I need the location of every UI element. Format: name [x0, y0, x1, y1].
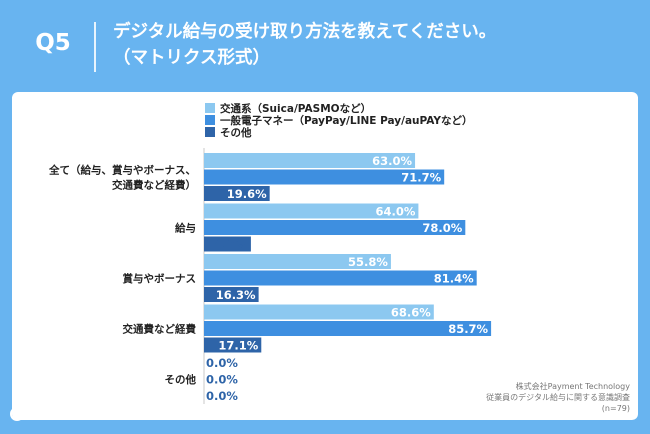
- header-band: Q5 デジタル給与の受け取り方法を教えてください。 （マトリクス形式）: [0, 0, 650, 95]
- value-label-3-2: 81.4%: [434, 272, 474, 286]
- bar-chart: 交通系（Suica/PASMOなど）一般電子マネー（PayPay/LINE Pa…: [48, 102, 631, 413]
- value-label-2-2: 78.0%: [422, 221, 462, 235]
- category-label-5: その他: [165, 373, 197, 386]
- category-label-4: 交通費など経費: [123, 323, 197, 336]
- brand-logo: リサピー: [10, 405, 83, 425]
- value-label-3-3: 16.3%: [216, 288, 256, 302]
- legend-swatch-1: [205, 103, 215, 113]
- legend-label-2: 一般電子マネー（PayPay/LINE Pay/auPAYなど）: [220, 114, 472, 127]
- question-title-line2: （マトリクス形式）: [113, 48, 270, 68]
- bar-4-1: [204, 304, 434, 320]
- value-label-1-3: 19.6%: [227, 187, 267, 201]
- question-title-line1: デジタル給与の受け取り方法を教えてください。: [113, 22, 497, 42]
- legend-swatch-3: [205, 127, 215, 137]
- value-label-5-1: 0.0%: [206, 356, 238, 370]
- source-note-line2: 従業員のデジタル給与に関する意識調査: [486, 392, 630, 402]
- category-label-1-line2: 交通費など経費）: [112, 179, 196, 192]
- value-label-2-3: 14.0%: [206, 238, 246, 252]
- value-label-2-1: 64.0%: [375, 205, 415, 219]
- bar-1-2: [204, 169, 445, 185]
- legend-swatch-2: [205, 115, 215, 125]
- bar-4-2: [204, 321, 492, 336]
- header-divider: [94, 22, 96, 72]
- bar-2-3: [204, 236, 251, 252]
- brand-logo-text: リサピー: [27, 407, 83, 423]
- bar-3-1: [204, 254, 391, 269]
- question-number: Q5: [35, 30, 71, 56]
- category-label-1-line1: 全て（給与、賞与やボーナス、: [48, 164, 196, 177]
- source-note-line1: 株式会社Payment Technology: [516, 381, 631, 391]
- value-label-4-1: 68.6%: [391, 306, 431, 320]
- bar-3-3: [204, 287, 259, 302]
- category-label-2: 給与: [175, 222, 196, 235]
- category-label-3: 賞与やボーナス: [123, 272, 197, 285]
- value-label-3-1: 55.8%: [348, 255, 388, 269]
- bar-3-2: [204, 270, 477, 286]
- legend-label-3: その他: [220, 126, 252, 139]
- legend-label-1: 交通系（Suica/PASMOなど）: [220, 102, 371, 115]
- value-label-5-2: 0.0%: [206, 373, 238, 387]
- value-label-5-3: 0.0%: [206, 389, 238, 403]
- bar-1-3: [204, 186, 270, 201]
- bar-2-1: [204, 203, 419, 219]
- value-label-1-2: 71.7%: [401, 171, 441, 185]
- value-label-4-2: 85.7%: [448, 322, 488, 336]
- value-label-1-1: 63.0%: [372, 154, 412, 168]
- bar-4-3: [204, 337, 262, 353]
- map-pin-icon: [10, 407, 24, 421]
- value-label-4-3: 17.1%: [218, 339, 258, 353]
- chart-card: 交通系（Suica/PASMOなど） 一般電子マネー（PayPay/LINE Pa…: [12, 92, 638, 420]
- source-note-line3: (n=79): [602, 404, 630, 413]
- bar-1-1: [204, 153, 416, 168]
- bar-2-2: [204, 220, 466, 235]
